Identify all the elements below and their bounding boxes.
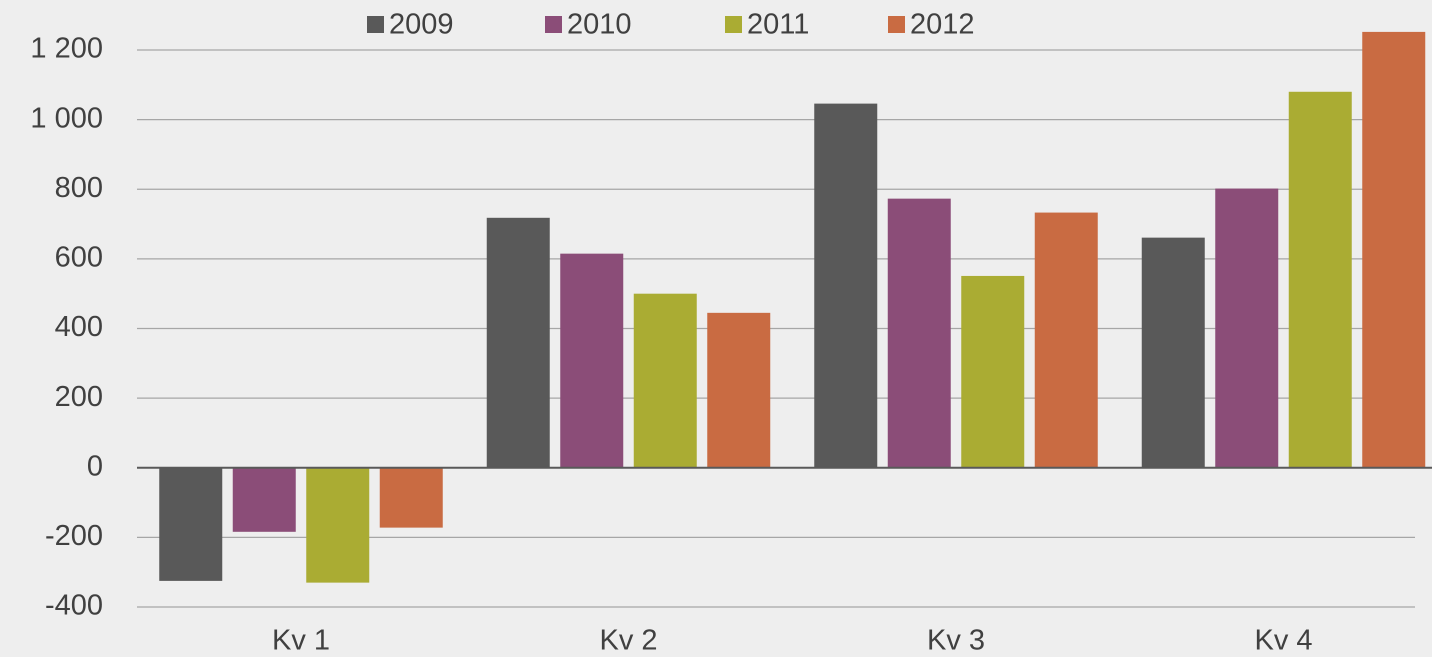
x-tick-label: Kv 4 (1254, 625, 1312, 657)
bar (486, 217, 550, 468)
y-tick-label: 1 200 (30, 33, 103, 65)
bar (1141, 237, 1205, 468)
bar (961, 275, 1025, 468)
legend-label: 2011 (747, 9, 809, 41)
bar (379, 467, 443, 528)
bar (232, 467, 296, 532)
bar (1034, 212, 1098, 468)
bar (1215, 188, 1279, 468)
legend-swatch (367, 16, 384, 33)
legend-swatch (725, 16, 742, 33)
y-tick-label: -200 (45, 520, 103, 552)
legend-label: 2012 (910, 9, 975, 41)
y-tick-label: 200 (55, 381, 103, 413)
bar (560, 253, 624, 468)
y-tick-label: -400 (45, 590, 103, 622)
x-tick-label: Kv 2 (599, 625, 657, 657)
bar (1362, 31, 1426, 468)
y-tick-label: 400 (55, 311, 103, 343)
y-tick-label: 600 (55, 242, 103, 274)
x-tick-label: Kv 1 (272, 625, 330, 657)
y-tick-label: 1 000 (30, 102, 103, 134)
bar (887, 198, 951, 468)
bar (633, 293, 697, 468)
bar (814, 103, 878, 468)
y-tick-label: 0 (87, 450, 103, 482)
legend-label: 2010 (567, 9, 632, 41)
bar (159, 467, 223, 581)
bar (707, 312, 771, 468)
legend-label: 2009 (389, 9, 454, 41)
x-tick-label: Kv 3 (927, 625, 985, 657)
bar (1288, 91, 1352, 468)
bar (306, 467, 370, 583)
legend-swatch (545, 16, 562, 33)
legend-swatch (888, 16, 905, 33)
y-tick-label: 800 (55, 172, 103, 204)
